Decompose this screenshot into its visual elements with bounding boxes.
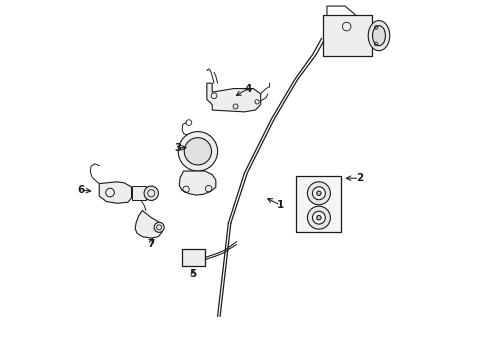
Bar	[182, 249, 204, 266]
Text: 5: 5	[189, 269, 197, 279]
Ellipse shape	[367, 21, 389, 51]
Polygon shape	[135, 211, 162, 238]
Ellipse shape	[316, 191, 321, 195]
Ellipse shape	[316, 216, 321, 220]
Ellipse shape	[178, 132, 217, 171]
Text: 4: 4	[244, 84, 251, 94]
Ellipse shape	[184, 138, 211, 165]
Text: 7: 7	[147, 239, 155, 249]
Bar	[323, 15, 371, 56]
Polygon shape	[99, 182, 131, 203]
Text: 2: 2	[355, 173, 362, 183]
Ellipse shape	[307, 206, 330, 229]
Text: 6: 6	[78, 185, 85, 195]
Ellipse shape	[144, 186, 158, 201]
Bar	[131, 186, 145, 200]
Ellipse shape	[312, 211, 325, 224]
Text: 1: 1	[276, 200, 284, 210]
Ellipse shape	[372, 26, 385, 46]
Ellipse shape	[154, 222, 164, 232]
Ellipse shape	[312, 187, 325, 200]
Ellipse shape	[307, 182, 330, 205]
Bar	[296, 176, 341, 232]
Polygon shape	[179, 171, 215, 195]
Text: 3: 3	[174, 143, 182, 153]
Polygon shape	[206, 83, 260, 112]
